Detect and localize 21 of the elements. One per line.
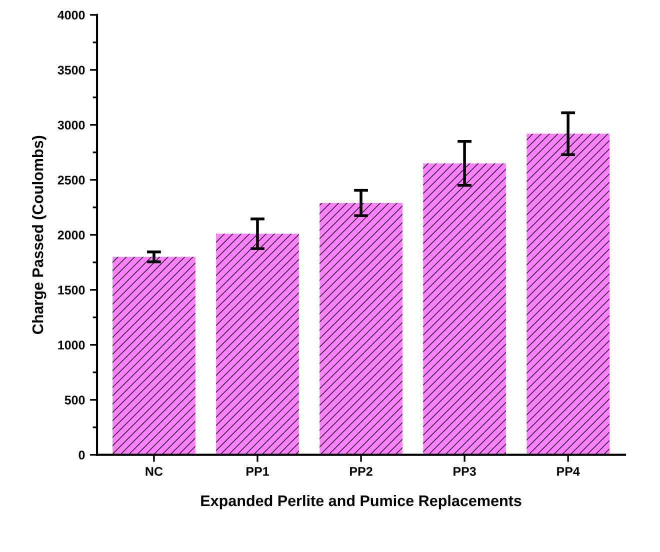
bar xyxy=(112,256,196,455)
x-tick-label: PP4 xyxy=(557,467,580,476)
bar xyxy=(423,163,506,455)
y-tick-label: 500 xyxy=(64,396,85,405)
y-tick-label: 2500 xyxy=(58,176,85,185)
y-axis-title: Charge Passed (Coulombs) xyxy=(32,136,46,334)
x-tick-label: PP2 xyxy=(350,466,372,476)
y-tick-label: 2000 xyxy=(58,230,85,240)
y-tick-label: 3500 xyxy=(58,66,85,75)
x-tick-label: NC xyxy=(146,466,163,476)
y-tick-label: 4000 xyxy=(58,10,85,20)
y-tick-label: 1500 xyxy=(58,286,85,295)
bar xyxy=(320,202,402,455)
y-tick-label: 0 xyxy=(78,450,85,460)
bar xyxy=(526,134,610,455)
x-tick-label: PP1 xyxy=(246,467,269,476)
bar xyxy=(216,234,299,455)
x-axis-title: Expanded Perlite and Pumice Replacements xyxy=(201,494,522,510)
y-tick-label: 1000 xyxy=(58,340,85,350)
y-tick-label: 3000 xyxy=(58,120,85,130)
x-tick-label: PP3 xyxy=(454,466,476,476)
